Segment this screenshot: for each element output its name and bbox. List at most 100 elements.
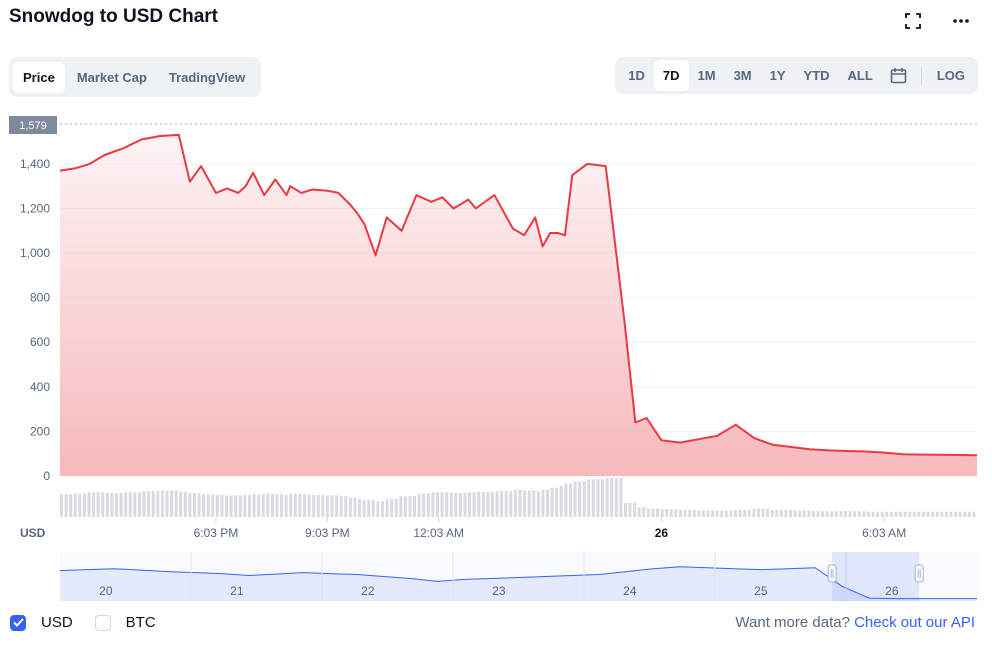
volume-bar: [711, 510, 715, 517]
range-all[interactable]: ALL: [847, 68, 873, 83]
volume-bar: [949, 511, 953, 517]
volume-bar: [298, 493, 302, 517]
tab-market-cap[interactable]: Market Cap: [76, 69, 147, 85]
volume-bar: [972, 511, 976, 517]
volume-bar: [848, 511, 852, 517]
navigator-selection: [832, 552, 920, 601]
fullscreen-icon[interactable]: [902, 10, 924, 32]
volume-bar: [110, 492, 114, 517]
usd-checkbox[interactable]: [10, 614, 26, 631]
chart-footer: USD BTC Want more data? Check out our AP…: [10, 614, 975, 631]
volume-bar: [770, 509, 774, 517]
range-ytd[interactable]: YTD: [803, 68, 830, 83]
calendar-icon[interactable]: [882, 61, 915, 90]
volume-bar: [674, 509, 678, 517]
volume-bar: [866, 511, 870, 517]
volume-bar: [651, 508, 655, 517]
volume-bar: [834, 511, 838, 517]
range-7d[interactable]: 7D: [653, 60, 689, 91]
volume-bar: [628, 502, 632, 517]
volume-bar: [225, 495, 229, 517]
volume-bar: [179, 491, 183, 517]
volume-bar: [766, 508, 770, 517]
volume-bar: [733, 509, 737, 517]
current-value-label: 1,579: [19, 120, 47, 132]
volume-bar: [825, 511, 829, 517]
volume-bar: [756, 508, 760, 517]
navigator-area: [60, 566, 977, 601]
volume-bar: [853, 511, 857, 517]
volume-bar: [96, 492, 100, 517]
volume-bar: [811, 511, 815, 517]
volume-bar: [124, 492, 128, 517]
x-tick-label: 6:03 PM: [194, 526, 239, 540]
volume-bar: [280, 494, 284, 517]
api-link[interactable]: Check out our API: [854, 614, 975, 631]
volume-bar: [761, 508, 765, 517]
y-tick-label: 600: [30, 335, 50, 349]
header-actions: [902, 10, 972, 32]
volume-bar: [293, 493, 297, 517]
volume-bar: [454, 492, 458, 517]
volume-bar: [431, 492, 435, 517]
volume-bar: [568, 483, 572, 517]
volume-bar: [876, 511, 880, 517]
volume-bar: [137, 492, 141, 517]
volume-bar: [303, 494, 307, 517]
btc-checkbox[interactable]: [94, 614, 111, 631]
range-divider: [920, 66, 922, 85]
navigator-label: 25: [754, 584, 768, 598]
volume-bar: [403, 496, 407, 517]
y-tick-label: 1,000: [20, 246, 50, 260]
range-1d[interactable]: 1D: [628, 68, 645, 83]
volume-bar: [197, 492, 201, 517]
volume-bar: [133, 492, 137, 517]
volume-bar: [509, 491, 513, 517]
volume-bar: [550, 487, 554, 517]
time-range-selector: 1D 7D 1M 3M 1Y YTD ALL LOG: [615, 57, 978, 94]
volume-bar: [692, 509, 696, 517]
log-scale-toggle[interactable]: LOG: [936, 68, 965, 83]
volume-bar: [413, 496, 417, 517]
volume-bar: [775, 509, 779, 517]
volume-bar: [656, 508, 660, 517]
volume-bar: [555, 487, 559, 517]
volume-bar: [325, 495, 329, 517]
watermark: CoinMarketCap: [817, 391, 943, 413]
volume-bar: [784, 509, 788, 517]
price-chart[interactable]: 0 200 400 600 800 1,000 1,200 1,400 1,579 CoinMar…: [0, 110, 992, 605]
volume-bar: [229, 495, 233, 517]
volume-bar: [289, 493, 293, 517]
volume-bar: [596, 479, 600, 517]
usd-label: USD: [41, 614, 73, 631]
volume-bar: [362, 500, 366, 517]
volume-bar: [481, 491, 485, 517]
volume-bar: [472, 492, 476, 517]
volume-bar: [238, 495, 242, 517]
watermark-text: CoinMarketCap: [846, 395, 943, 411]
volume-bar: [683, 509, 687, 517]
tab-tradingview[interactable]: TradingView: [168, 69, 246, 85]
volume-bar: [247, 494, 251, 517]
volume-bar: [715, 510, 719, 517]
volume-bar: [963, 511, 967, 517]
volume-bar: [935, 511, 939, 517]
volume-bar: [165, 490, 169, 517]
volume-bar: [894, 511, 898, 517]
more-horizontal-icon[interactable]: [950, 10, 972, 32]
navigator-label: 21: [230, 584, 244, 598]
y-tick-label: 400: [30, 380, 50, 394]
range-3m[interactable]: 3M: [733, 68, 752, 83]
volume-bar: [889, 511, 893, 517]
volume-bar: [69, 494, 73, 517]
volume-bar: [798, 510, 802, 517]
volume-bar: [458, 492, 462, 517]
tab-price[interactable]: Price: [13, 61, 65, 93]
volume-bar: [752, 508, 756, 517]
range-1y[interactable]: 1Y: [769, 68, 786, 83]
range-1m[interactable]: 1M: [697, 68, 716, 83]
volume-bar: [170, 490, 174, 517]
y-tick-label: 1,400: [20, 157, 50, 171]
currency-axis-label: USD: [20, 526, 46, 540]
volume-bar: [87, 492, 91, 517]
